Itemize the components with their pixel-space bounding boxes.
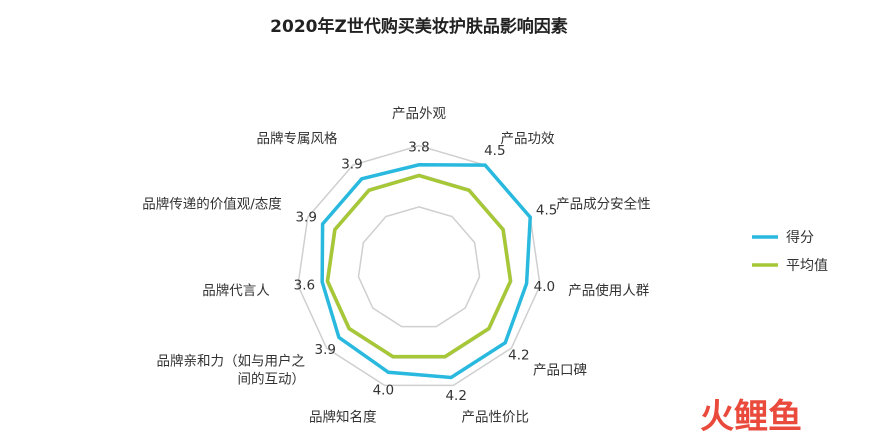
value-labels: 3.8 4.5 4.5 4.0 4.2 4.2 4.0 3.9 3.6 3.9 3.9 — [294, 140, 558, 404]
category-label-9: 品牌传递的价值观/态度 — [142, 196, 282, 213]
series-line-1 — [325, 173, 513, 359]
category-label-4: 产品口碑 — [533, 362, 587, 378]
value-label-8: 3.6 — [294, 277, 315, 293]
series-line-0 — [320, 162, 533, 380]
category-label-6: 品牌知名度 — [309, 409, 377, 426]
category-label-10: 品牌专属风格 — [256, 130, 337, 147]
category-label-8: 品牌代言人 — [202, 282, 270, 299]
value-label-3: 4.0 — [534, 279, 555, 295]
value-label-9: 3.9 — [295, 209, 316, 225]
category-label-0: 产品外观 — [392, 106, 446, 122]
grid-ring-1 — [357, 206, 481, 328]
radar-series — [320, 162, 533, 380]
value-label-10: 3.9 — [341, 157, 362, 173]
legend-label-1: 平均值 — [786, 258, 828, 274]
category-label-5: 产品性价比 — [461, 410, 529, 426]
value-label-0: 3.8 — [408, 140, 429, 156]
category-label-3: 产品使用人群 — [568, 282, 649, 299]
watermark: 火鲤鱼 — [700, 397, 802, 437]
legend-label-0: 得分 — [786, 229, 814, 246]
category-label-1: 产品功效 — [501, 131, 555, 147]
category-label-2: 产品成分安全性 — [556, 196, 651, 213]
chart-title: 2020年Z世代购买美妆护肤品影响因素 — [270, 16, 568, 37]
category-label-7-line-0: 品牌亲和力（如与用户之 — [157, 352, 306, 369]
value-label-2: 4.5 — [536, 203, 557, 219]
value-label-4: 4.2 — [508, 348, 529, 364]
watermark-text: 火鲤鱼 — [700, 397, 802, 437]
value-label-7: 3.9 — [315, 342, 336, 358]
value-label-5: 4.2 — [445, 388, 466, 404]
category-label-7-line-1: 间的互动） — [238, 371, 306, 387]
value-label-6: 4.0 — [373, 383, 394, 399]
value-label-1: 4.5 — [484, 143, 505, 159]
